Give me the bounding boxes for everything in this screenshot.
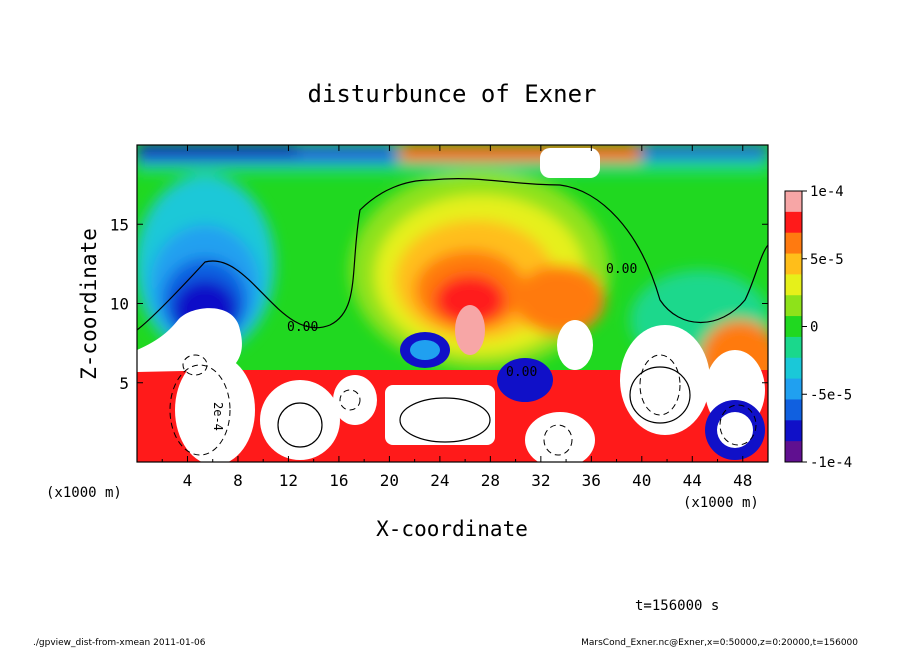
colorbar-tick-label: -1e-4 (810, 455, 852, 471)
colorbar-segment (785, 232, 802, 255)
x-axis: 4 8 12 16 20 24 28 32 36 40 44 48 (161, 145, 752, 490)
colorbar-segment (785, 420, 802, 442)
footer-right: MarsCond_Exner.nc@Exner,x=0:50000,z=0:20… (581, 638, 858, 648)
x-tick-label: 40 (632, 471, 651, 490)
x-tick-label: 44 (683, 471, 702, 490)
colorbar-ticks: 1e-4 5e-5 0 -5e-5 -1e-4 (802, 184, 852, 471)
footer-left: ./gpview_dist-from-xmean 2011-01-06 (33, 638, 206, 648)
colorbar-tick-label: -5e-5 (810, 387, 852, 403)
colorbar-tick-label: 5e-5 (810, 252, 844, 268)
colorbar-segment (785, 441, 802, 463)
y-tick-label: 10 (110, 295, 129, 314)
x-tick-label: 36 (582, 471, 601, 490)
time-label: t=156000 s (635, 598, 719, 614)
colorbar-segment (785, 274, 802, 296)
x-tick-label: 28 (481, 471, 500, 490)
x-tick-label: 16 (329, 471, 348, 490)
heatmap-field (137, 145, 768, 462)
x-tick-label: 20 (380, 471, 399, 490)
x-tick-label: 8 (233, 471, 243, 490)
y-tick-label: 5 (119, 374, 129, 393)
contour-label: 0.00 (506, 365, 537, 380)
colorbar-segment (785, 253, 802, 275)
colorbar-segment (785, 211, 802, 234)
x-axis-label: X-coordinate (376, 517, 528, 541)
colorbar-segment (785, 316, 802, 338)
colorbar-tick-label: 0 (810, 320, 818, 336)
colorbar (784, 190, 803, 463)
colorbar-tick-label: 1e-4 (810, 184, 844, 200)
contour-label: 0.00 (606, 262, 637, 277)
y-axis: 5 10 15 (110, 215, 768, 393)
colorbar-segment (785, 399, 802, 421)
x-tick-label: 12 (279, 471, 298, 490)
x-tick-label: 4 (183, 471, 193, 490)
x-tick-label: 32 (531, 471, 550, 490)
contour-label: 0.00 (287, 320, 318, 335)
chart-title: disturbunce of Exner (308, 80, 597, 108)
x-unit-right: (x1000 m) (683, 495, 759, 511)
colorbar-segment (785, 357, 802, 380)
x-unit-left: (x1000 m) (46, 485, 122, 501)
contour-label: 2e-4 (211, 402, 225, 431)
y-tick-label: 15 (110, 215, 129, 234)
x-tick-label: 48 (733, 471, 752, 490)
colorbar-segment (785, 191, 802, 213)
colorbar-segment (785, 295, 802, 317)
colorbar-segment (785, 378, 802, 400)
colorbar-segment (785, 336, 802, 359)
y-axis-label: Z-coordinate (77, 228, 101, 380)
x-tick-label: 24 (430, 471, 449, 490)
